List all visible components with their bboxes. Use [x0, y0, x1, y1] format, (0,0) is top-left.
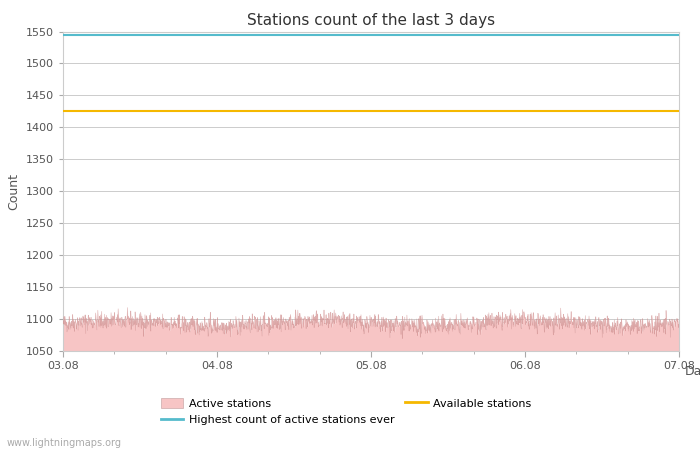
Text: www.lightningmaps.org: www.lightningmaps.org	[7, 438, 122, 448]
Title: Stations count of the last 3 days: Stations count of the last 3 days	[247, 13, 495, 27]
X-axis label: Day: Day	[685, 365, 700, 378]
Legend: Active stations, Highest count of active stations ever, Available stations: Active stations, Highest count of active…	[161, 398, 531, 425]
Y-axis label: Count: Count	[7, 173, 20, 210]
